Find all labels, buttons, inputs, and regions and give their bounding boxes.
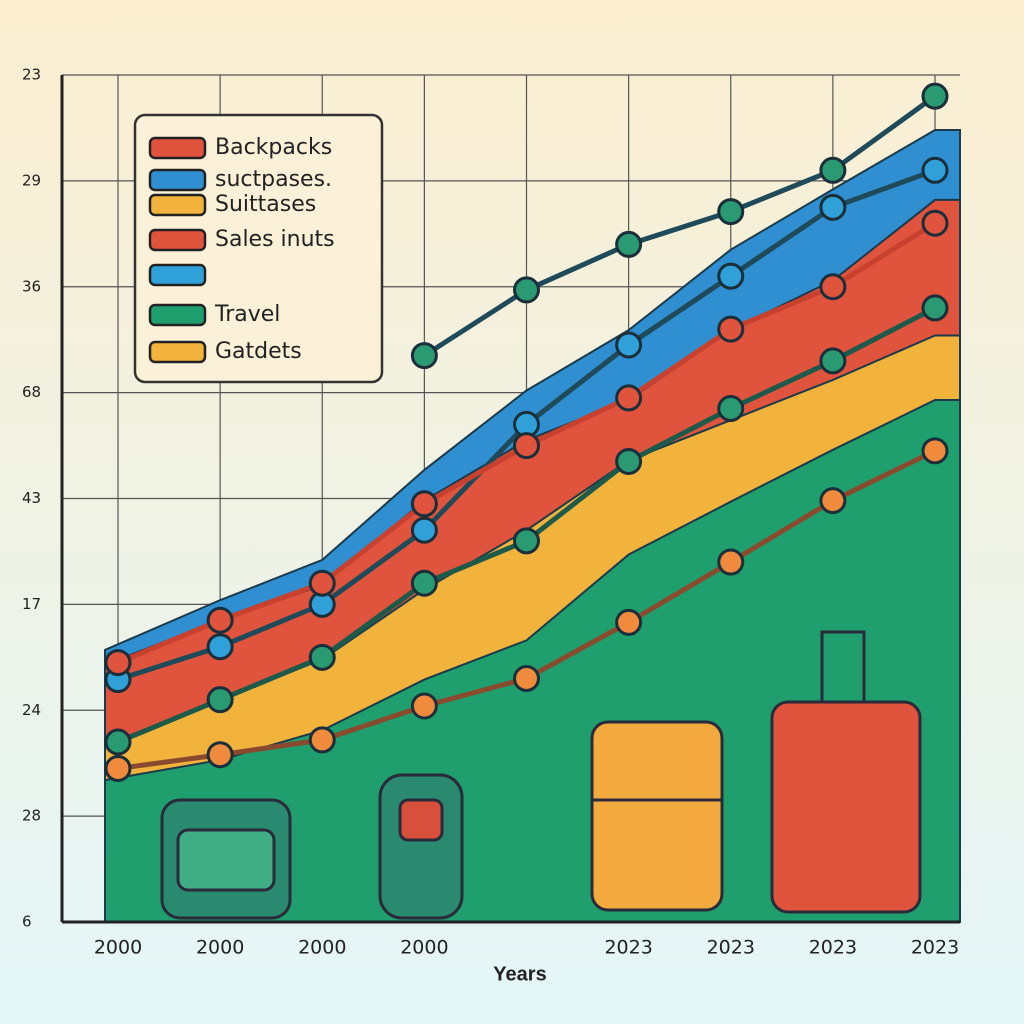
line-marker xyxy=(819,193,847,221)
line-marker xyxy=(921,209,949,237)
suitcase-icon xyxy=(590,720,724,912)
line-marker xyxy=(717,548,745,576)
line-marker xyxy=(308,643,336,671)
line-marker xyxy=(104,649,132,677)
line-marker xyxy=(206,606,234,634)
line-marker xyxy=(717,262,745,290)
legend-label: Suittases xyxy=(215,192,316,217)
legend-swatch xyxy=(148,228,207,252)
backpack-pocket xyxy=(398,798,444,842)
legend-swatch xyxy=(148,136,207,160)
x-tick-label: 2000 xyxy=(94,937,142,959)
legend-swatch xyxy=(148,340,207,364)
y-tick-label: 23 xyxy=(22,66,41,84)
legend: Backpacks suctpases.Suittases Sales inuts T… xyxy=(133,113,384,384)
line-marker xyxy=(615,447,643,475)
legend-label: Sales inuts xyxy=(215,227,335,252)
line-marker xyxy=(104,754,132,782)
line-marker xyxy=(410,342,438,370)
y-tick-label: 24 xyxy=(22,701,41,719)
legend-swatch xyxy=(148,193,207,217)
line-marker xyxy=(206,741,234,769)
legend-swatch xyxy=(148,263,207,287)
backpack-pocket xyxy=(176,828,276,892)
line-marker xyxy=(410,692,438,720)
backpack-icon xyxy=(378,773,464,920)
line-marker xyxy=(921,82,949,110)
line-marker xyxy=(206,686,234,714)
y-tick-label: 28 xyxy=(22,807,41,825)
line-marker xyxy=(717,395,745,423)
line xyxy=(423,94,937,358)
line-marker xyxy=(921,437,949,465)
x-tick-label: 2000 xyxy=(400,937,448,959)
line-marker xyxy=(104,728,132,756)
suitcase-handle xyxy=(820,630,866,702)
line-marker xyxy=(308,726,336,754)
line-marker xyxy=(308,569,336,597)
legend-label: Gatdets xyxy=(215,339,302,364)
x-tick-label: 2023 xyxy=(809,937,857,959)
line-marker xyxy=(513,527,540,555)
line-marker xyxy=(717,315,745,343)
y-tick-label: 68 xyxy=(22,383,41,401)
line-marker xyxy=(717,198,745,226)
legend-label: suctpases. xyxy=(215,167,332,192)
x-axis-title: Years xyxy=(493,963,546,985)
line-marker xyxy=(410,516,438,544)
line-marker xyxy=(819,273,847,301)
line-marker xyxy=(615,608,643,636)
luggage-illustrations xyxy=(160,630,922,920)
line-marker xyxy=(615,230,643,258)
line-marker xyxy=(819,156,847,184)
x-tick-label: 2023 xyxy=(911,937,959,959)
line-marker xyxy=(921,156,949,184)
line-marker xyxy=(819,347,847,375)
legend-swatch xyxy=(148,303,207,327)
line-marker xyxy=(615,384,643,412)
line-marker xyxy=(206,633,234,661)
x-tick-label: 2023 xyxy=(604,937,652,959)
line-marker xyxy=(410,490,438,518)
line-marker xyxy=(513,432,540,460)
legend-label: Travel xyxy=(214,302,280,327)
y-tick-label: 6 xyxy=(22,913,32,931)
line-marker xyxy=(819,487,847,515)
y-tick-label: 36 xyxy=(22,277,41,295)
y-tick-label: 17 xyxy=(22,595,41,613)
legend-label: Backpacks xyxy=(215,135,332,160)
line-marker xyxy=(513,276,540,304)
x-tick-label: 2023 xyxy=(707,937,755,959)
line-marker xyxy=(921,294,949,322)
plot-area xyxy=(60,74,961,924)
x-tick-label: 2000 xyxy=(196,937,244,959)
line-marker xyxy=(513,664,540,692)
y-tick-label: 43 xyxy=(22,489,41,507)
line-marker xyxy=(615,331,643,359)
y-tick-label: 29 xyxy=(22,171,41,189)
legend-swatch xyxy=(148,168,207,192)
suitcase-icon xyxy=(770,700,922,914)
x-tick-label: 2000 xyxy=(298,937,346,959)
line-marker xyxy=(410,569,438,597)
